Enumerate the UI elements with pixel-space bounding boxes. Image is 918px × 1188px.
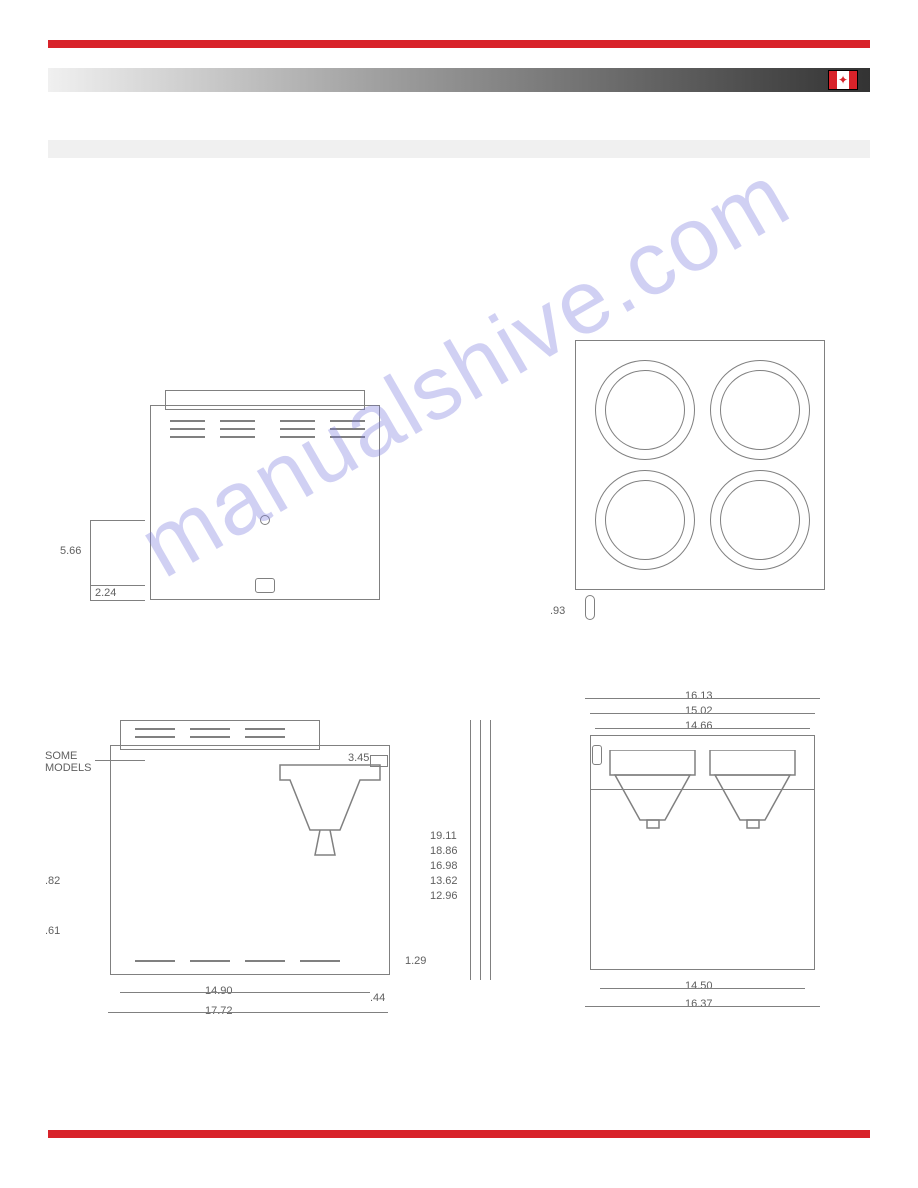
- dim-1637: 16.37: [685, 998, 713, 1010]
- dim-1772: 17.72: [205, 1005, 233, 1017]
- vent: [170, 428, 205, 430]
- vent: [245, 728, 285, 730]
- vent: [190, 736, 230, 738]
- dim-224: 2.24: [95, 587, 116, 599]
- vent: [220, 420, 255, 422]
- dimline-v: [90, 520, 91, 600]
- maple-leaf-icon: ✦: [838, 74, 848, 86]
- dimline: [595, 728, 810, 729]
- dim-1886: 18.86: [430, 845, 458, 857]
- dimline-v: [470, 720, 471, 980]
- vent: [280, 436, 315, 438]
- vent: [135, 736, 175, 738]
- dimline: [600, 988, 805, 989]
- vent: [330, 436, 365, 438]
- technical-diagram-area: 5.66 2.24 .93 SOME MODELS .82 .61 14.90 …: [60, 320, 858, 1098]
- dim-1362: 13.62: [430, 875, 458, 887]
- vent: [135, 728, 175, 730]
- funnel-right: [705, 750, 800, 830]
- dimline: [90, 585, 145, 586]
- vent: [330, 420, 365, 422]
- vent: [220, 436, 255, 438]
- dimline: [585, 1006, 820, 1007]
- funnel-carafe: [270, 760, 390, 880]
- dim-1450: 14.50: [685, 980, 713, 992]
- canada-flag: ✦: [828, 70, 858, 90]
- dimline: [590, 713, 815, 714]
- dimline: [120, 992, 370, 993]
- vent: [190, 960, 230, 962]
- faucet-front: [592, 745, 602, 765]
- top-red-bar: [48, 40, 870, 48]
- dim-1502: 15.02: [685, 705, 713, 717]
- bl-top: [120, 720, 320, 750]
- dimline: [90, 600, 145, 601]
- faucet: [585, 595, 595, 620]
- dim-61: .61: [45, 925, 60, 937]
- burner-inner: [720, 370, 800, 450]
- vent: [135, 960, 175, 962]
- dim-1911: 19.11: [430, 830, 457, 842]
- burner-inner: [605, 370, 685, 450]
- vent: [170, 436, 205, 438]
- dimline-v: [480, 720, 481, 980]
- dimline: [585, 698, 820, 699]
- vent: [170, 420, 205, 422]
- dimline: [90, 520, 145, 521]
- vent: [245, 736, 285, 738]
- dim-1698: 16.98: [430, 860, 458, 872]
- dim-1466: 14.66: [685, 720, 713, 732]
- faucet-tap: [370, 755, 388, 767]
- dim-345: 3.45: [348, 752, 369, 764]
- dim-566: 5.66: [60, 545, 81, 557]
- vent: [220, 428, 255, 430]
- small-port: [260, 515, 270, 525]
- dim-44: .44: [370, 992, 385, 1004]
- fitting: [255, 578, 275, 593]
- dim-82: .82: [45, 875, 60, 887]
- dim-1613: 16.13: [685, 690, 713, 702]
- funnel-left: [605, 750, 700, 830]
- dimline-v: [490, 720, 491, 980]
- bottom-red-bar: [48, 1130, 870, 1138]
- some-models-label: SOME MODELS: [45, 750, 91, 774]
- dim-129: 1.29: [405, 955, 426, 967]
- vent: [280, 428, 315, 430]
- vent: [280, 420, 315, 422]
- top-left-body: [150, 405, 380, 600]
- dim-1296: 12.96: [430, 890, 458, 902]
- burner-inner: [720, 480, 800, 560]
- burner-inner: [605, 480, 685, 560]
- top-left-top: [165, 390, 365, 410]
- dim-93: .93: [550, 605, 565, 617]
- light-gray-bar: [48, 140, 870, 158]
- dimline: [108, 1012, 388, 1013]
- dim-1490: 14.90: [205, 985, 233, 997]
- vent: [245, 960, 285, 962]
- vent: [300, 960, 340, 962]
- gradient-bar: [48, 68, 870, 92]
- vent: [190, 728, 230, 730]
- vent: [330, 428, 365, 430]
- some-models-line: [95, 760, 145, 761]
